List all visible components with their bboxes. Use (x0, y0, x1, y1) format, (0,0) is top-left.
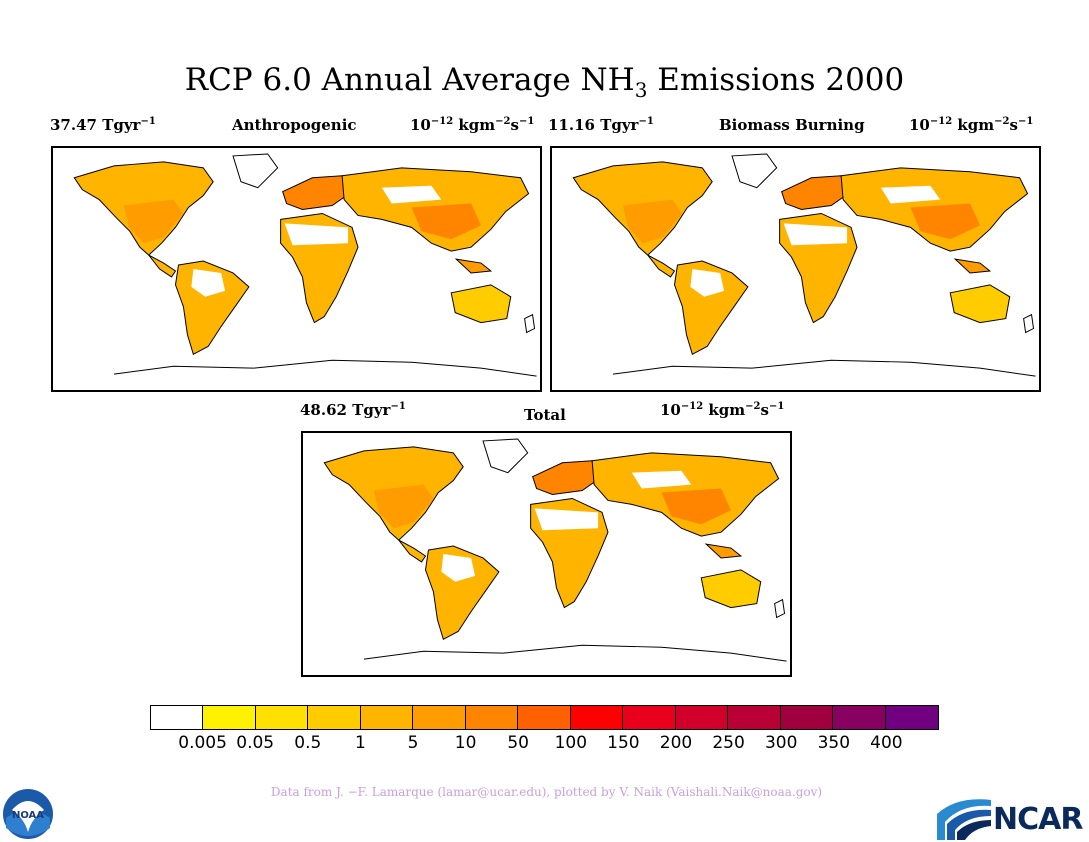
anthropogenic-label: Anthropogenic (232, 116, 357, 134)
anthropogenic-total: 37.47 Tgyr−1 (50, 116, 156, 134)
ncar-logo-mark (937, 799, 991, 840)
total-map-svg (323, 438, 788, 662)
colorbar-tick-label: 5 (407, 733, 419, 753)
total-label: Total (524, 406, 566, 424)
figure-title: RCP 6.0 Annual Average NH3 Emissions 200… (184, 62, 905, 103)
colorbar-swatch (413, 706, 466, 729)
colorbar-tick-label: 300 (764, 733, 798, 753)
colorbar-tick-label: 0.005 (178, 733, 227, 753)
biomass-label: Biomass Burning (719, 116, 865, 134)
colorbar-swatch (360, 706, 414, 729)
colorbar-tick-label: 150 (607, 733, 640, 753)
colorbar-tick-label: 50 (507, 733, 530, 753)
biomass-map-svg (572, 153, 1037, 377)
colorbar-swatch (728, 706, 781, 729)
ncar-logo-text: NCAR (993, 802, 1083, 837)
colorbar-swatch (308, 706, 361, 729)
total-units: 10−12 kgm−2s−1 (660, 401, 785, 419)
colorbar-tick-label: 100 (554, 733, 588, 753)
colorbar-swatch (518, 706, 571, 729)
colorbar-swatch (203, 706, 256, 729)
colorbar-swatch (833, 706, 886, 729)
biomass-units: 10−12 kgm−2s−1 (909, 116, 1034, 134)
data-credit: Data from J. −F. Lamarque (lamar@ucar.ed… (270, 785, 823, 799)
colorbar-tick-label: 0.05 (236, 733, 275, 753)
colorbar (150, 705, 939, 730)
colorbar-swatch (885, 706, 939, 729)
anthropogenic-units: 10−12 kgm−2s−1 (410, 116, 535, 134)
noaa-logo: NOAA (3, 789, 53, 839)
colorbar-swatch (570, 706, 624, 729)
colorbar-tick-label: 250 (712, 733, 745, 753)
noaa-logo-text: NOAA (12, 810, 44, 821)
total-map (301, 431, 792, 677)
colorbar-swatch (465, 706, 519, 729)
colorbar-tick-label: 10 (454, 733, 477, 753)
colorbar-swatch (675, 706, 729, 729)
anthropogenic-map (51, 146, 542, 392)
colorbar-swatch (780, 706, 834, 729)
colorbar-tick-label: 0.5 (294, 733, 322, 753)
colorbar-swatch (623, 706, 676, 729)
biomass-total: 11.16 Tgyr−1 (548, 116, 654, 134)
colorbar-swatch (151, 706, 204, 729)
colorbar-tick-label: 200 (659, 733, 693, 753)
colorbar-tick-label: 400 (870, 733, 903, 753)
total-total: 48.62 Tgyr−1 (300, 401, 406, 419)
colorbar-swatch (255, 706, 309, 729)
colorbar-tick-label: 1 (354, 733, 366, 753)
anthropogenic-map-svg (73, 153, 538, 377)
biomass-map (550, 146, 1041, 392)
ncar-logo: NCAR (937, 796, 1087, 840)
colorbar-tick-label: 350 (817, 733, 851, 753)
